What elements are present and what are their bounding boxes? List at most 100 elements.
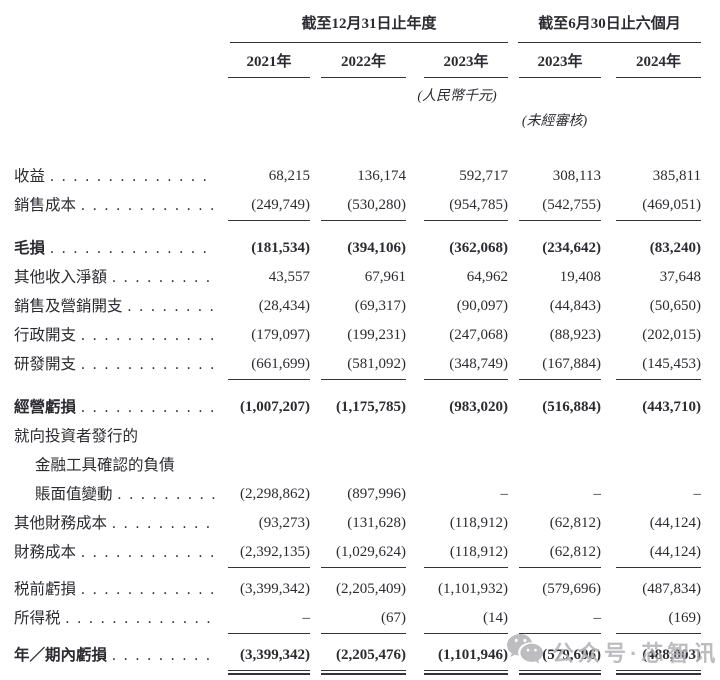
cell-value: 64,962: [466, 269, 508, 285]
cell-value: (118,912): [449, 515, 508, 531]
row-label-text: 財務成本: [14, 544, 77, 561]
cell-value: (3,399,342): [228, 641, 310, 675]
cell-value: (348,749): [424, 350, 508, 380]
row-label-text: 就向投資者發行的: [14, 428, 139, 445]
table-body: 收益 68,215 136,174 592,717 308,113 385,811 銷售成本…: [14, 162, 720, 675]
cell-value: (530,280): [321, 191, 406, 221]
row-label-text: 税前虧損: [14, 581, 77, 598]
dot-leader: [81, 538, 215, 567]
table-row: 銷售成本 (249,749) (530,280) (954,785) (542,755)…: [14, 191, 720, 221]
cell-value: [519, 422, 601, 451]
cell-value: (516,884): [542, 399, 601, 415]
cell-value: 136,174: [357, 168, 406, 184]
year-header-2022: 2022年: [321, 43, 406, 78]
row-label: 就向投資者發行的: [14, 422, 215, 451]
cell-value: (2,392,135): [228, 538, 310, 568]
cell-value: (542,755): [519, 191, 601, 221]
row-label: 税前虧損: [14, 575, 215, 604]
cell-value: (247,068): [449, 327, 508, 343]
dot-leader: [112, 509, 215, 538]
row-label-text: 金融工具確認的負債: [35, 457, 175, 474]
row-label-text: 行政開支: [14, 327, 77, 344]
table-row: 税前虧損 (3,399,342) (2,205,409) (1,101,932) (57…: [14, 575, 720, 604]
dot-leader: [81, 393, 215, 422]
cell-value: (199,231): [347, 327, 406, 343]
column-group-interim: 截至6月30日止六個月: [518, 12, 701, 43]
dot-leader: [112, 263, 215, 292]
cell-value: (581,092): [321, 350, 406, 380]
row-label-text: 其他收入淨額: [14, 269, 108, 286]
dot-leader: [81, 350, 215, 379]
row-label-text: 賬面值變動: [35, 486, 113, 503]
table-row: 所得税–(67)(14)–(169): [14, 604, 720, 634]
cell-value: (169): [616, 604, 701, 634]
cell-value: (69,317): [354, 298, 406, 314]
row-label: 銷售及營銷開支: [14, 292, 215, 321]
cell-value: (181,534): [251, 240, 310, 256]
row-label-text: 經營虧損: [14, 399, 77, 416]
cell-value: (234,642): [542, 240, 601, 256]
cell-value: (50,650): [649, 298, 701, 314]
column-group-annual: 截至12月31日止年度: [230, 12, 508, 43]
table-row: 其他收入淨額 43,557 67,961 64,962 19,408 37,648: [14, 263, 720, 292]
row-label: 其他收入淨額: [14, 263, 215, 292]
cell-value: (249,749): [228, 191, 310, 221]
cell-value: [424, 451, 508, 480]
cell-value: (579,696): [542, 581, 601, 597]
cell-value: 68,215: [268, 168, 310, 184]
row-label-text: 收益: [14, 168, 46, 185]
cell-value: (1,101,932): [438, 581, 508, 597]
row-label: 研發開支: [14, 350, 215, 380]
row-label-text: 年／期內虧損: [14, 647, 108, 664]
cell-value: (202,015): [642, 327, 701, 343]
row-label-text: 銷售及營銷開支: [14, 298, 123, 315]
cell-value: (897,996): [347, 486, 406, 502]
dot-leader: [128, 292, 215, 321]
cell-value: 592,717: [459, 168, 508, 184]
row-label-text: 研發開支: [14, 356, 77, 373]
cell-value: [616, 451, 701, 480]
table-row: 金融工具確認的負債: [14, 451, 720, 480]
cell-value: –: [500, 486, 509, 502]
row-label: 其他財務成本: [14, 509, 215, 538]
cell-value: (44,124): [649, 515, 701, 531]
cell-value: [424, 422, 508, 451]
cell-value: (83,240): [649, 240, 701, 256]
cell-value: (487,834): [642, 581, 701, 597]
cell-value: –: [693, 486, 702, 502]
dot-leader: [118, 480, 215, 509]
year-header-2021: 2021年: [228, 43, 310, 78]
cell-value: (2,205,409): [336, 581, 406, 597]
cell-value: [519, 451, 601, 480]
table-header: 截至12月31日止年度 截至6月30日止六個月 2021年 2022年 2023…: [14, 12, 720, 130]
cell-value: (14): [424, 604, 508, 634]
table-row: 就向投資者發行的: [14, 422, 720, 451]
year-header-2024-interim: 2024年: [616, 43, 701, 78]
cell-value: 308,113: [552, 168, 601, 184]
cell-value: 37,648: [659, 269, 701, 285]
row-label: 賬面值變動: [14, 480, 215, 509]
dot-leader: [81, 321, 215, 350]
table-row: 經營虧損 (1,007,207) (1,175,785) (983,020) (516,…: [14, 393, 720, 422]
cell-value: (954,785): [424, 191, 508, 221]
cell-value: 385,811: [652, 168, 701, 184]
table-row: 收益 68,215 136,174 592,717 308,113 385,811: [14, 162, 720, 191]
cell-value: (44,124): [616, 538, 701, 568]
cell-value: [616, 422, 701, 451]
cell-value: (1,029,624): [321, 538, 406, 568]
row-label: 毛損: [14, 234, 215, 263]
cell-value: (2,298,862): [240, 486, 310, 502]
cell-value: (67): [321, 604, 406, 634]
cell-value: (62,812): [519, 538, 601, 568]
cell-value: (661,699): [228, 350, 310, 380]
cell-value: (3,399,342): [240, 581, 310, 597]
unaudited-note: (未經審核): [521, 114, 588, 129]
table-row: 財務成本 (2,392,135) (1,029,624) (118,912) (62,8…: [14, 538, 720, 568]
cell-value: (1,007,207): [240, 399, 310, 415]
cell-value: 19,408: [559, 269, 601, 285]
cell-value: [321, 422, 406, 451]
cell-value: (44,843): [549, 298, 601, 314]
cell-value: (93,273): [258, 515, 310, 531]
table-row: 行政開支 (179,097) (199,231) (247,068) (88,923) (…: [14, 321, 720, 350]
